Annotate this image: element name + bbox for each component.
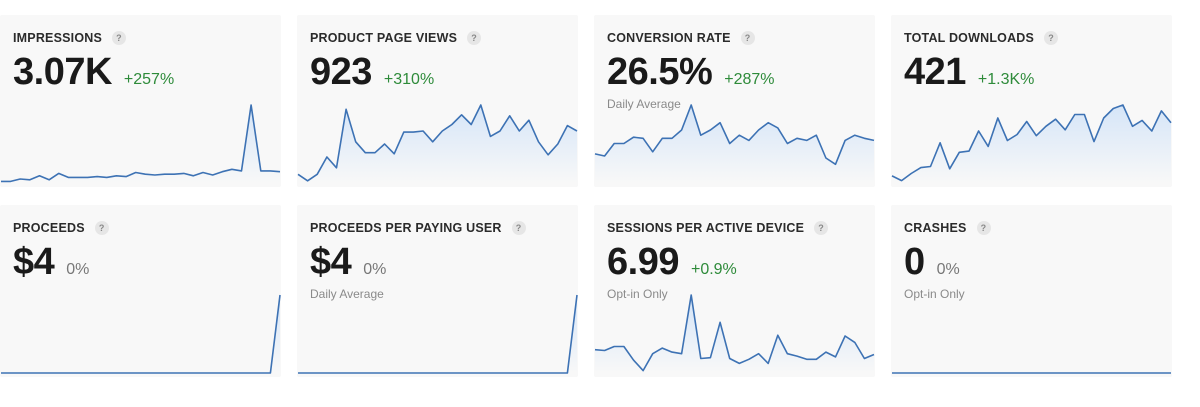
card-title: IMPRESSIONS? bbox=[13, 31, 127, 45]
sparkline-line bbox=[298, 294, 578, 374]
metric-subtitle: Opt-in Only bbox=[607, 287, 668, 301]
help-icon[interactable]: ? bbox=[112, 31, 127, 45]
card-crashes[interactable]: CRASHES? 0 0% Opt-in Only bbox=[891, 205, 1172, 377]
sparkline-area bbox=[595, 105, 874, 183]
help-icon[interactable]: ? bbox=[1044, 31, 1059, 45]
sparkline-line bbox=[297, 104, 578, 182]
metric-subtitle: Daily Average bbox=[310, 287, 384, 301]
metric-value: $4 bbox=[310, 241, 352, 283]
help-icon[interactable]: ? bbox=[976, 221, 991, 235]
metric-change: 0% bbox=[936, 261, 960, 278]
card-title: TOTAL DOWNLOADS? bbox=[904, 31, 1059, 45]
card-title: PRODUCT PAGE VIEWS? bbox=[310, 31, 482, 45]
sparkline-line bbox=[891, 104, 1172, 182]
metric-change: +287% bbox=[724, 71, 775, 88]
sparkline-line bbox=[1, 294, 281, 374]
metric-subtitle: Opt-in Only bbox=[904, 287, 965, 301]
metric-value: 0 bbox=[904, 241, 925, 283]
card-title: PROCEEDS? bbox=[13, 221, 109, 235]
help-icon[interactable]: ? bbox=[467, 31, 482, 45]
sparkline-chart bbox=[891, 104, 1172, 183]
metric-subtitle: Daily Average bbox=[607, 97, 681, 111]
card-sessions-per-active-device[interactable]: SESSIONS PER ACTIVE DEVICE? 6.99 +0.9% Op… bbox=[594, 205, 875, 377]
sparkline-line bbox=[594, 104, 875, 166]
sparkline-area bbox=[1, 105, 280, 183]
sparkline-area bbox=[298, 295, 577, 373]
metric-value: 3.07K bbox=[13, 51, 112, 93]
sparkline-chart bbox=[892, 372, 1171, 374]
sparkline-area bbox=[595, 295, 874, 373]
help-icon[interactable]: ? bbox=[511, 221, 526, 235]
sparkline-chart bbox=[594, 104, 875, 183]
help-icon[interactable]: ? bbox=[740, 31, 755, 45]
card-proceeds[interactable]: PROCEEDS? $4 0% bbox=[0, 205, 281, 377]
card-title: PROCEEDS PER PAYING USER? bbox=[310, 221, 526, 235]
metric-change: 0% bbox=[66, 261, 90, 278]
card-title: SESSIONS PER ACTIVE DEVICE? bbox=[607, 221, 829, 235]
sparkline-area bbox=[892, 105, 1171, 183]
card-title: CRASHES? bbox=[904, 221, 991, 235]
card-product-page-views[interactable]: PRODUCT PAGE VIEWS? 923 +310% bbox=[297, 15, 578, 187]
card-conversion-rate[interactable]: CONVERSION RATE? 26.5% +287% Daily Averag… bbox=[594, 15, 875, 187]
sparkline-chart bbox=[1, 294, 281, 374]
metric-change: +257% bbox=[123, 71, 175, 88]
sparkline-area bbox=[1, 295, 280, 373]
sparkline-chart bbox=[1, 104, 281, 183]
card-total-downloads[interactable]: TOTAL DOWNLOADS? 421 +1.3K% bbox=[891, 15, 1172, 187]
help-icon[interactable]: ? bbox=[94, 221, 109, 235]
metric-value: 6.99 bbox=[607, 241, 679, 283]
sparkline-chart bbox=[594, 294, 875, 373]
metric-value: 26.5% bbox=[607, 51, 713, 93]
card-title: CONVERSION RATE? bbox=[607, 31, 755, 45]
help-icon[interactable]: ? bbox=[814, 221, 829, 235]
metric-change: +1.3K% bbox=[977, 71, 1035, 88]
metric-value: 421 bbox=[904, 51, 966, 93]
sparkline-chart bbox=[298, 294, 578, 374]
metric-value: 923 bbox=[310, 51, 372, 93]
metric-change: +310% bbox=[383, 71, 435, 88]
sparkline-line bbox=[1, 104, 281, 183]
metric-change: +0.9% bbox=[690, 261, 737, 278]
metric-change: 0% bbox=[363, 261, 387, 278]
sparkline-line bbox=[594, 294, 875, 372]
sparkline-chart bbox=[297, 104, 578, 183]
card-proceeds-per-paying-user[interactable]: PROCEEDS PER PAYING USER? $4 0% Daily Ave… bbox=[297, 205, 578, 377]
metric-value: $4 bbox=[13, 241, 55, 283]
sparkline-area bbox=[298, 105, 577, 183]
card-impressions[interactable]: IMPRESSIONS? 3.07K +257% bbox=[0, 15, 281, 187]
